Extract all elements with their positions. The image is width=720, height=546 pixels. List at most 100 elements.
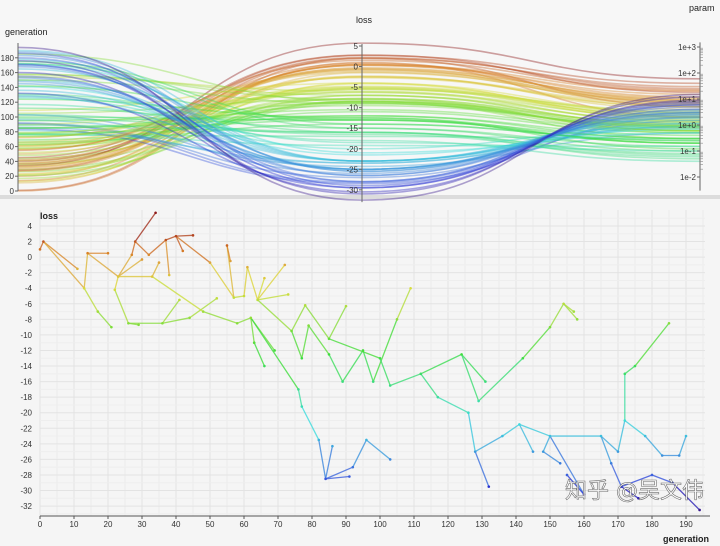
data-point (684, 434, 688, 438)
tree-edge (291, 305, 306, 332)
data-point (286, 293, 290, 296)
tree-edge (474, 451, 490, 487)
x-tick-label: 30 (138, 520, 147, 529)
data-point (263, 364, 266, 368)
data-point (252, 341, 256, 345)
data-point (637, 497, 640, 500)
tree-edge (460, 354, 480, 402)
x-tick-label: 50 (206, 520, 215, 529)
data-point (467, 411, 470, 415)
tree-edge (175, 234, 194, 237)
data-point (208, 261, 212, 264)
tick-label: 120 (1, 98, 15, 107)
tick-label: 100 (1, 113, 15, 122)
tick-label: 1e-1 (680, 147, 697, 156)
tree-edge (290, 330, 303, 359)
data-point (677, 454, 681, 457)
tree-edge (114, 289, 130, 324)
data-point (137, 323, 140, 327)
tree-edge (461, 353, 486, 383)
x-tick-label: 190 (679, 520, 693, 529)
data-point (154, 211, 157, 215)
data-point (86, 251, 89, 255)
x-tick-label: 20 (104, 520, 113, 529)
data-point (572, 310, 576, 313)
tree-edge (467, 412, 476, 452)
data-point (351, 465, 355, 469)
x-tick-label: 140 (509, 520, 523, 529)
data-point (378, 356, 382, 360)
data-point (242, 294, 246, 298)
data-point (297, 388, 300, 391)
tree-edge (600, 435, 619, 453)
tree-edge (189, 297, 218, 319)
tree-edge (437, 396, 469, 414)
tree-edge (226, 245, 232, 262)
tree-edge (566, 474, 585, 495)
tree-edge (342, 350, 364, 382)
data-point (283, 263, 287, 267)
tree-edge (678, 435, 687, 456)
data-point (127, 321, 130, 325)
tree-edge (563, 303, 575, 313)
x-tick-label: 110 (408, 520, 421, 529)
tree-edge (549, 435, 585, 495)
data-point (327, 353, 331, 356)
tick-label: 1e+3 (678, 43, 697, 52)
tree-edge (42, 241, 85, 289)
tick-label: 160 (1, 69, 15, 78)
tree-edge (396, 287, 412, 320)
data-point (548, 325, 552, 329)
data-point (178, 298, 181, 302)
tree-edge (117, 254, 133, 277)
data-point (150, 275, 154, 278)
data-point (317, 438, 321, 442)
tree-edge (318, 439, 327, 479)
tree-edge (162, 317, 190, 324)
tree-edge (304, 304, 330, 340)
data-point (548, 434, 552, 438)
y-tick-label: 4 (28, 222, 33, 231)
tree-edge (420, 353, 462, 375)
y-axis-title: loss (40, 211, 58, 221)
data-point (38, 248, 42, 251)
x-tick-label: 170 (611, 520, 625, 529)
data-point (501, 434, 504, 438)
data-point (623, 419, 627, 422)
data-point (116, 275, 120, 278)
data-point (106, 251, 110, 255)
y-tick-label: -24 (20, 440, 32, 449)
parallel-line (17, 56, 701, 165)
tree-edge (624, 365, 636, 375)
tick-label: 0 (10, 187, 15, 196)
tree-edge (634, 322, 670, 367)
tree-edge (389, 373, 422, 387)
tree-edge (114, 276, 119, 290)
data-point (518, 423, 521, 426)
tick-label: -5 (351, 83, 359, 92)
parallel-line (17, 54, 701, 163)
data-point (161, 321, 164, 325)
tree-edge (233, 295, 245, 299)
y-tick-label: -32 (20, 502, 32, 511)
panel-divider (0, 195, 720, 199)
tree-edge (328, 305, 347, 340)
tree-edge (365, 439, 391, 460)
tick-label: 80 (5, 128, 14, 137)
data-point (698, 508, 701, 512)
tree-edge (324, 446, 334, 479)
data-point (531, 450, 535, 453)
data-point (327, 337, 331, 341)
data-point (623, 372, 627, 376)
parallel-line (17, 64, 701, 172)
tree-edge (151, 262, 160, 277)
tree-edge (474, 435, 503, 453)
data-point (616, 450, 620, 453)
tree-edge (328, 338, 381, 359)
y-tick-label: -14 (20, 362, 32, 371)
parallel-line (17, 63, 701, 182)
data-point (484, 380, 487, 383)
tree-edge (624, 419, 646, 437)
data-point (300, 405, 304, 408)
